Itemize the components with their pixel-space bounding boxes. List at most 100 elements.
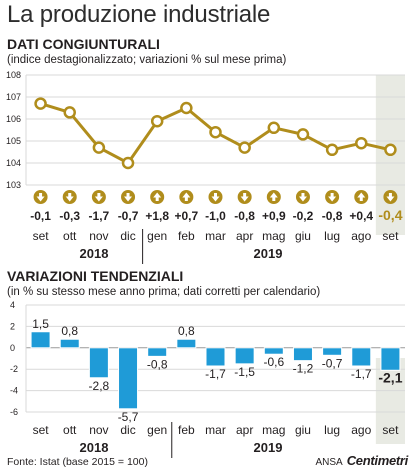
x-tick-label: nov <box>89 423 108 437</box>
page-title: La produzione industriale <box>7 1 271 28</box>
y-tick-label: 106 <box>6 114 21 124</box>
arrow-up-glyph <box>153 192 162 201</box>
data-label: -1,7 <box>205 367 226 381</box>
variation-label: -0,8 <box>234 209 255 223</box>
data-point <box>355 136 368 150</box>
data-point <box>267 121 281 135</box>
data-point <box>92 141 106 154</box>
bar <box>88 347 109 379</box>
data-point <box>325 143 339 157</box>
x-tick-label: ago <box>351 423 371 437</box>
data-point <box>384 143 397 157</box>
x-tick-label: ago <box>351 229 371 243</box>
x-tick-label: mar <box>205 423 226 437</box>
x-tick-label: ott <box>63 229 77 243</box>
x-tick-label: feb <box>178 423 195 437</box>
arrow-up-glyph <box>182 192 191 201</box>
y-tick-label: 108 <box>6 70 21 80</box>
variation-label: +1,8 <box>145 209 169 223</box>
x-tick-label: lug <box>324 423 340 437</box>
arrow-down-glyph <box>211 193 220 202</box>
data-label: -2,8 <box>89 379 110 393</box>
x-tick-label: set <box>33 423 50 437</box>
variation-label: -0,4 <box>378 207 402 223</box>
data-point <box>34 97 47 110</box>
arrow-down-glyph <box>298 193 307 202</box>
ansa-label: ANSA <box>315 457 343 468</box>
bar <box>205 347 226 367</box>
data-point <box>180 101 193 115</box>
data-label: -1,5 <box>234 365 255 379</box>
line-chart: 103 104 105 106 107 108 -0,1 -0,3 -1,7 -0,7 +1,8 +0… <box>6 70 405 264</box>
x-tick-label: apr <box>236 423 253 437</box>
year-label: 2019 <box>254 246 283 261</box>
x-tick-label: lug <box>324 229 340 243</box>
y-tick-label: 0 <box>10 343 15 353</box>
data-label: -0,6 <box>263 355 284 369</box>
data-point <box>121 156 135 170</box>
y-tick-label: 105 <box>6 136 21 146</box>
data-label: 1,5 <box>32 317 49 331</box>
bar <box>59 338 80 349</box>
bar <box>118 347 139 410</box>
x-tick-label: gen <box>147 229 167 243</box>
variation-label: -0,2 <box>293 209 314 223</box>
arrow-down-glyph <box>386 193 395 202</box>
arrow-down-glyph <box>36 193 45 202</box>
y-tick-label: 2 <box>10 321 15 331</box>
x-tick-label: set <box>382 423 399 437</box>
arrow-up-glyph <box>269 192 278 201</box>
variation-label: -0,8 <box>322 209 343 223</box>
centimetri-logo: Centimetri <box>346 453 409 468</box>
y-tick-label: 107 <box>6 92 21 102</box>
data-label: -5,7 <box>118 410 139 424</box>
x-tick-label: dic <box>120 229 135 243</box>
data-label: -2,1 <box>378 369 402 385</box>
arrow-down-glyph <box>240 193 249 202</box>
bar <box>380 347 401 371</box>
variation-label: -0,1 <box>30 209 51 223</box>
y-tick-label: 4 <box>10 300 15 310</box>
y-tick-label: -4 <box>10 386 18 396</box>
bar-chart-title: VARIAZIONI TENDENZIALI <box>7 268 184 284</box>
x-tick-label: giu <box>295 229 311 243</box>
bar <box>147 347 168 357</box>
x-tick-label: mag <box>262 423 285 437</box>
data-point <box>209 125 222 139</box>
data-label: -1,7 <box>351 367 372 381</box>
x-tick-label: mag <box>262 229 285 243</box>
variation-label: -1,0 <box>205 209 226 223</box>
bar <box>176 338 197 349</box>
source-note: Fonte: Istat (base 2015 = 100) <box>7 456 148 468</box>
data-point <box>63 106 76 119</box>
bar <box>263 347 284 355</box>
data-label: 0,8 <box>61 324 78 338</box>
bar-chart-subtitle: (in % su stesso mese anno prima; dati co… <box>7 286 321 298</box>
y-tick-label: 103 <box>6 180 21 190</box>
brand-logo: ANSA Centimetri <box>315 454 408 470</box>
x-tick-label: set <box>33 229 50 243</box>
highlight-column <box>375 358 405 444</box>
variation-label: +0,7 <box>174 209 198 223</box>
year-label: 2018 <box>80 246 109 261</box>
data-point <box>296 128 310 141</box>
arrow-up-glyph <box>357 192 366 201</box>
line-chart-subtitle: (indice destagionalizzato; variazioni % … <box>7 54 287 66</box>
arrow-down-glyph <box>94 193 103 202</box>
arrow-down-glyph <box>124 193 133 202</box>
data-label: -1,2 <box>293 362 314 376</box>
data-label: -0,7 <box>322 356 343 370</box>
arrow-down-glyph <box>65 193 74 202</box>
variation-label: +0,4 <box>349 209 373 223</box>
x-tick-label: giu <box>295 423 311 437</box>
x-tick-label: set <box>382 229 399 243</box>
bar <box>322 347 343 356</box>
x-tick-label: dic <box>120 423 135 437</box>
x-tick-label: nov <box>89 229 108 243</box>
bar <box>30 331 51 349</box>
x-tick-label: ott <box>63 423 77 437</box>
variation-label: -0,7 <box>118 209 139 223</box>
bar <box>351 347 372 367</box>
data-point <box>238 141 251 154</box>
